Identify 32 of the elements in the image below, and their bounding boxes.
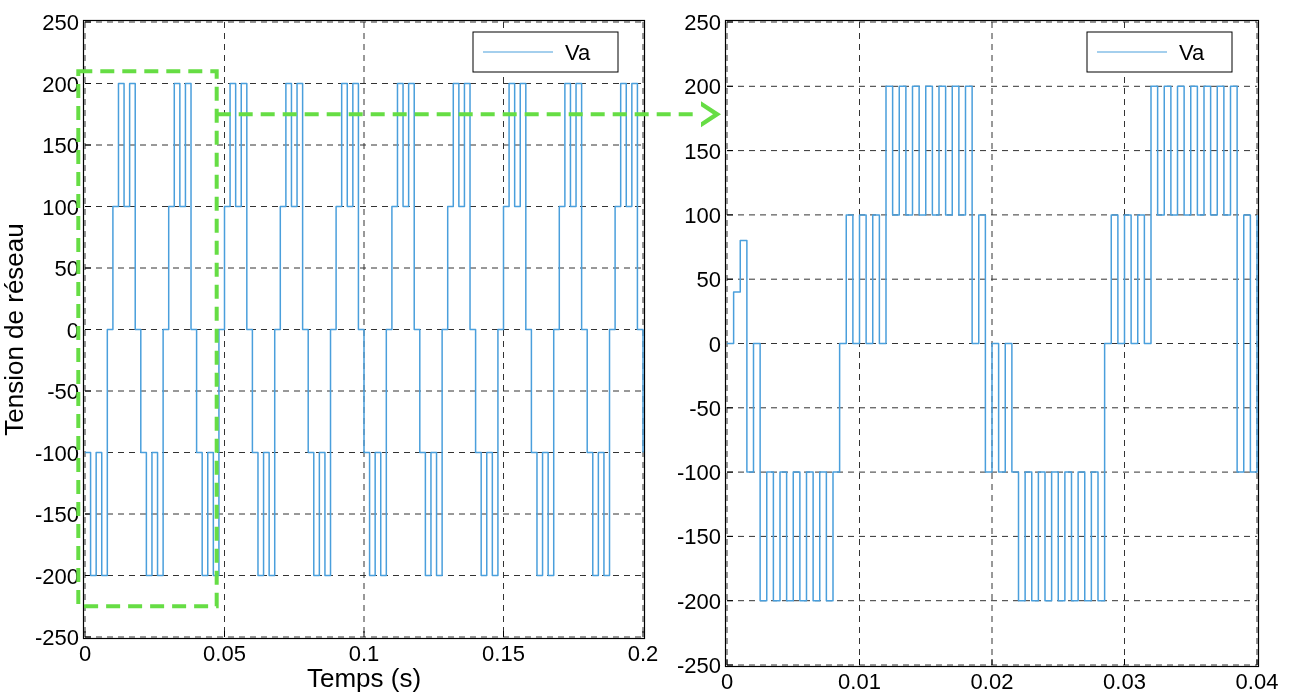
y-tick-label: 150	[42, 133, 79, 158]
legend-label: Va	[565, 40, 592, 65]
y-tick-label: -50	[689, 395, 721, 421]
x-tick-label: 0.05	[203, 641, 246, 666]
y-tick-label: -250	[34, 625, 79, 650]
legend-label: Va	[1179, 40, 1206, 65]
y-axis-title: Tension de réseau	[0, 223, 29, 436]
y-tick-label: 200	[684, 74, 721, 100]
y-tick-label: 200	[42, 71, 79, 97]
y-tick-label: -200	[34, 563, 79, 589]
y-tick-label: -250	[676, 653, 721, 678]
y-tick-label: 250	[42, 10, 79, 35]
y-tick-label: 0	[708, 331, 721, 357]
y-tick-label: 250	[684, 10, 721, 35]
x-tick-label: 0.2	[627, 641, 659, 666]
y-tick-label: 50	[696, 267, 721, 293]
x-tick-label: 0.01	[838, 669, 881, 694]
x-tick-label: 0.04	[1235, 669, 1279, 694]
y-tick-label: -150	[34, 502, 79, 527]
y-tick-label: -50	[47, 379, 79, 404]
y-tick-label: -200	[676, 588, 721, 614]
x-tick-label: 0.03	[1103, 669, 1146, 694]
y-tick-label: 100	[42, 194, 79, 220]
x-tick-label: 0.15	[482, 641, 525, 666]
x-axis-title: Temps (s)	[306, 663, 422, 693]
y-tick-label: -100	[34, 440, 79, 466]
y-tick-label: 150	[684, 138, 721, 164]
y-tick-label: 100	[684, 202, 721, 228]
x-tick-label: 0.02	[970, 669, 1014, 694]
x-tick-label: 0.1	[348, 641, 380, 666]
y-tick-label: -100	[676, 460, 721, 486]
y-tick-label: -150	[676, 524, 721, 550]
